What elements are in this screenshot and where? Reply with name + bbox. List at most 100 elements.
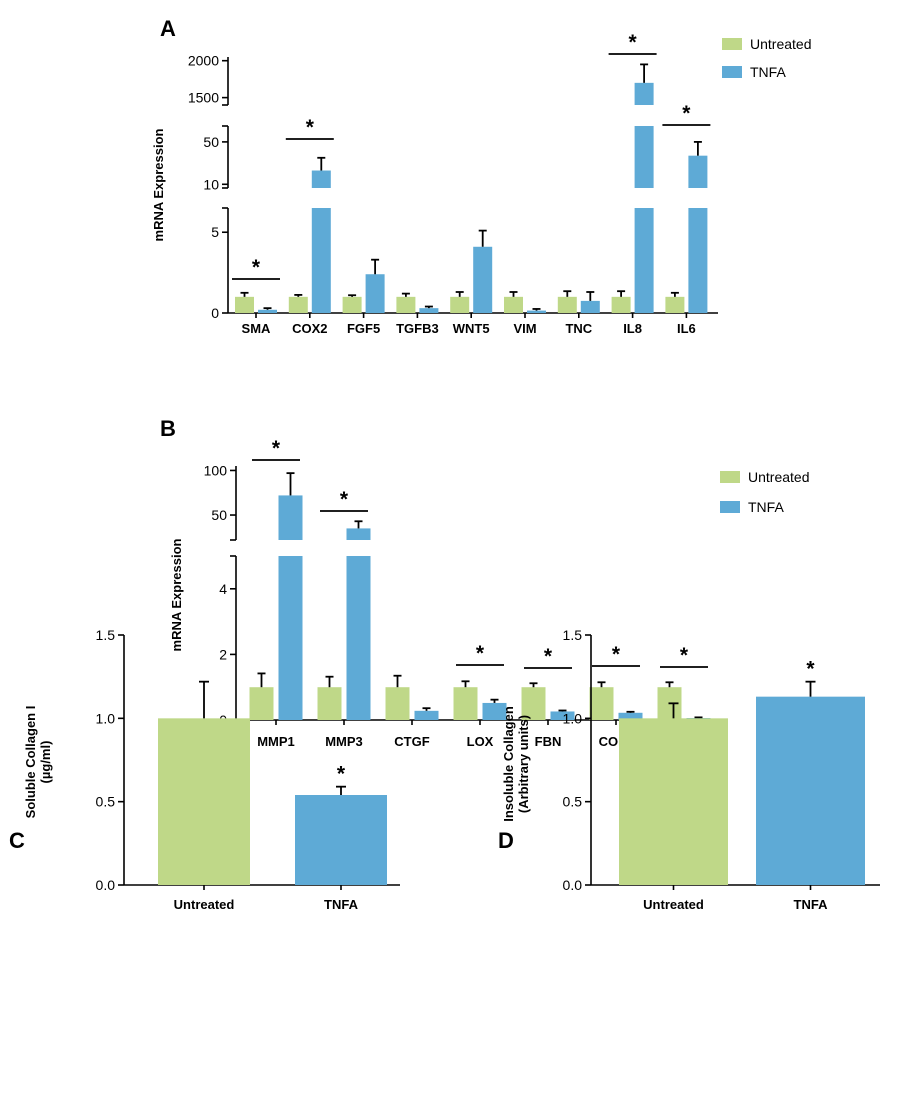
bar-untreated: [450, 296, 470, 313]
y-axis-label-units: (µg/ml): [38, 741, 53, 784]
bar-untreated: [385, 687, 410, 720]
category-label: TNC: [565, 321, 592, 336]
panel-b: B02450100MMP1MMP3CTGFLOXFBNCOL1COL4*****…: [160, 416, 809, 749]
legend-swatch-untreated: [722, 38, 742, 50]
y-tick-label: 50: [211, 507, 227, 523]
legend-swatch-tnfa: [722, 66, 742, 78]
bar-untreated: [665, 296, 685, 313]
y-tick-label: 1.5: [563, 627, 583, 643]
bar-tnfa: [258, 309, 277, 313]
category-label: FGF5: [347, 321, 380, 336]
category-label: COX2: [292, 321, 327, 336]
category-label: IL8: [623, 321, 642, 336]
bar-tnfa: [580, 300, 600, 313]
bar-untreated: [453, 687, 478, 720]
legend-label: Untreated: [748, 469, 809, 485]
significance-star: *: [680, 644, 689, 667]
bar-untreated: [611, 296, 631, 313]
bar-untreated: [557, 296, 577, 313]
bar-tnfa: [414, 710, 439, 720]
bar-tnfa: [482, 702, 507, 720]
category-label: TNFA: [324, 897, 359, 912]
panel-d: D 0.0 0.5 1.0 1.5 Untreated TNFA * Insoluble Col…: [498, 627, 880, 912]
y-tick-label: 0.0: [563, 877, 583, 893]
bar-break-gap: [633, 105, 655, 126]
y-axis-label: Soluble Collagen I: [23, 706, 38, 819]
y-axis-label-units: (Arbitrary units): [516, 715, 531, 813]
significance-star: *: [306, 116, 315, 139]
y-tick-label: 1.0: [96, 710, 116, 726]
y-tick-label: 2000: [188, 53, 219, 69]
y-tick-label: 50: [203, 134, 219, 150]
category-label: LOX: [467, 734, 494, 749]
significance-star: *: [612, 643, 621, 666]
category-label: IL6: [677, 321, 696, 336]
category-label: VIM: [513, 321, 536, 336]
bar-break-gap: [310, 188, 332, 208]
y-tick-label: 0.5: [563, 794, 583, 810]
bar-tnfa: [756, 696, 865, 885]
bar-tnfa: [419, 308, 439, 313]
y-tick-label: 1.5: [96, 627, 116, 643]
bar-untreated: [317, 687, 342, 720]
category-label: Untreated: [643, 897, 704, 912]
significance-star: *: [340, 488, 349, 511]
bar-untreated: [619, 718, 728, 885]
significance-star: *: [544, 645, 553, 668]
panel-letter: A: [160, 16, 176, 41]
y-tick-label: 0.5: [96, 794, 116, 810]
y-tick-label: 0: [211, 305, 219, 321]
bar-break-gap: [277, 540, 304, 556]
legend-swatch-untreated: [720, 471, 740, 483]
y-tick-label: 100: [204, 462, 228, 478]
bar-tnfa: [618, 712, 643, 720]
panel-letter: B: [160, 416, 176, 441]
bar-untreated: [235, 296, 254, 313]
category-label: TGFB3: [396, 321, 439, 336]
significance-star: *: [337, 763, 346, 786]
y-tick-label: 1500: [188, 90, 219, 106]
y-tick-label: 4: [219, 581, 227, 597]
bar-break-gap: [345, 540, 372, 556]
significance-star: *: [252, 256, 261, 279]
bar-untreated: [249, 687, 274, 720]
bar-untreated: [288, 296, 308, 313]
panel-a: A 0 5 10 50 1500 2000 SMA COX2 FGF5 TGFB3 WNT5 VIM TN…: [151, 16, 811, 336]
bar-untreated: [158, 718, 250, 885]
significance-star: *: [806, 658, 815, 681]
bar-untreated: [504, 296, 523, 313]
significance-star: *: [682, 102, 691, 125]
y-tick-label: 0.0: [96, 877, 116, 893]
category-label: CTGF: [394, 734, 429, 749]
bar-tnfa: [473, 246, 493, 313]
y-axis-label: mRNA Expression: [169, 538, 184, 651]
bar-tnfa: [278, 495, 303, 720]
y-tick-label: 10: [203, 176, 219, 192]
bar-break-gap: [687, 188, 709, 208]
legend-label: TNFA: [748, 499, 784, 515]
y-axis-label: mRNA Expression: [151, 128, 166, 241]
bar-untreated: [396, 296, 416, 313]
bar-untreated: [342, 296, 362, 313]
y-tick-label: 2: [219, 646, 227, 662]
bar-untreated: [589, 687, 614, 720]
panel-c: C 0.0 0.5 1.0 1.5 Untreated TNFA * Soluble Colla…: [9, 627, 400, 912]
category-label: FBN: [535, 734, 562, 749]
category-label: MMP1: [257, 734, 295, 749]
panel-letter: C: [9, 828, 25, 853]
legend-label: Untreated: [750, 36, 811, 52]
category-label: SMA: [242, 321, 272, 336]
significance-star: *: [272, 437, 281, 460]
bar-break-gap: [633, 188, 655, 208]
panel-letter: D: [498, 828, 514, 853]
category-label: Untreated: [174, 897, 235, 912]
y-tick-label: 1.0: [563, 710, 583, 726]
bar-tnfa: [365, 274, 385, 313]
y-axis-label: Insoluble Collagen: [501, 706, 516, 822]
bar-tnfa: [550, 711, 575, 720]
bar-tnfa: [346, 528, 371, 720]
y-tick-label: 5: [211, 224, 219, 240]
bar-tnfa: [527, 310, 546, 313]
significance-star: *: [629, 31, 638, 54]
